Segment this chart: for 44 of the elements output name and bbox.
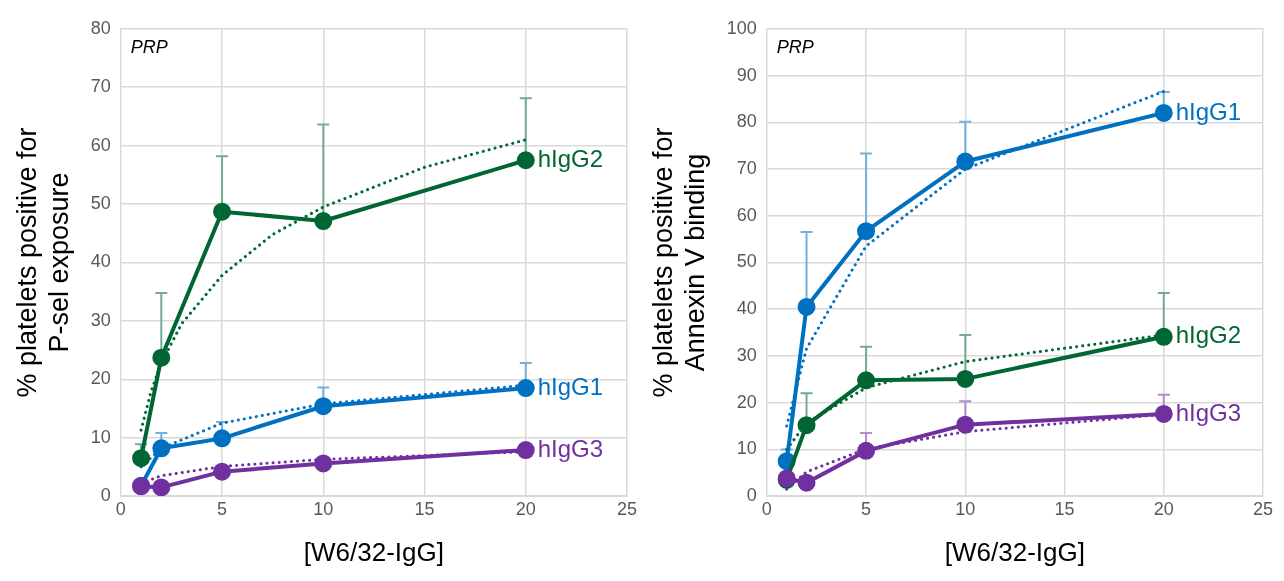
y-tick-label: 10 xyxy=(736,438,757,459)
x-tick-label: 25 xyxy=(616,498,637,519)
x-tick-label: 15 xyxy=(1054,498,1075,519)
y-tick-label: 20 xyxy=(90,368,111,389)
series-label: hIgG1 xyxy=(537,372,604,400)
x-axis-title: [W6/32-IgG] xyxy=(303,536,444,567)
x-tick-label: 5 xyxy=(217,498,228,519)
x-tick-label: 0 xyxy=(115,498,126,519)
y-tick-label: 0 xyxy=(746,485,757,506)
x-tick-label: 10 xyxy=(313,498,334,519)
series-label: hIgG3 xyxy=(1175,398,1242,426)
y-tick-label: 60 xyxy=(90,134,111,155)
y-tick-label: 90 xyxy=(736,64,757,85)
y-tick-label: 60 xyxy=(736,204,757,225)
y-tick-label: 80 xyxy=(90,17,111,38)
x-tick-label: 5 xyxy=(861,498,872,519)
y-tick-label: 0 xyxy=(100,485,111,506)
annotation: PRP xyxy=(776,36,814,57)
y-tick-label: 40 xyxy=(90,251,111,272)
y-tick-label: 40 xyxy=(736,298,757,319)
x-axis-title: [W6/32-IgG] xyxy=(944,536,1085,567)
series-label: hIgG2 xyxy=(1175,321,1242,349)
y-tick-label: 50 xyxy=(90,193,111,214)
y-tick-label: 10 xyxy=(90,426,111,447)
x-tick-label: 20 xyxy=(1153,498,1174,519)
series-label: hIgG3 xyxy=(537,434,604,462)
y-axis-title: % platelets positive for Annexin V binding xyxy=(647,127,711,398)
annotation: PRP xyxy=(130,36,168,57)
y-tick-label: 30 xyxy=(90,309,111,330)
x-tick-label: 20 xyxy=(515,498,536,519)
y-tick-label: 30 xyxy=(736,344,757,365)
y-tick-label: 50 xyxy=(736,251,757,272)
x-tick-label: 15 xyxy=(414,498,435,519)
series-label: hIgG2 xyxy=(537,144,604,172)
x-tick-label: 25 xyxy=(1252,498,1273,519)
x-tick-label: 0 xyxy=(761,498,772,519)
y-tick-label: 70 xyxy=(90,76,111,97)
y-axis-title: % platelets positive for P-sel exposure xyxy=(11,127,75,398)
y-tick-label: 80 xyxy=(736,111,757,132)
y-tick-label: 70 xyxy=(736,157,757,178)
x-tick-label: 10 xyxy=(955,498,976,519)
y-tick-label: 20 xyxy=(736,391,757,412)
y-tick-label: 100 xyxy=(726,17,757,38)
series-label: hIgG1 xyxy=(1175,97,1242,125)
